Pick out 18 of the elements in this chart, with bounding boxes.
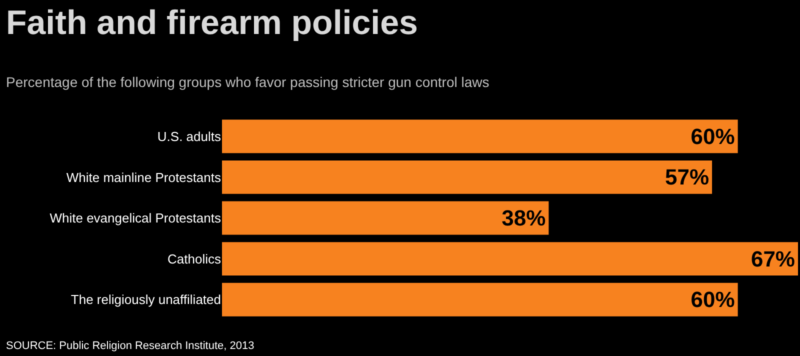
bar <box>222 160 712 194</box>
chart-subtitle: Percentage of the following groups who favor passing stricter gun control laws <box>6 74 490 90</box>
chart-title: Faith and firearm policies <box>6 4 418 42</box>
y-tick-label: U.S. adults <box>157 128 222 144</box>
data-label: 60% <box>690 287 735 312</box>
y-tick-label: The religiously unaffiliated <box>70 292 221 308</box>
data-label: 57% <box>664 164 710 190</box>
bar <box>222 201 549 235</box>
bar <box>222 282 738 316</box>
bar <box>222 120 738 154</box>
y-tick-label: Catholics <box>168 251 222 266</box>
y-tick-label: White evangelical Protestants <box>50 210 222 226</box>
data-label: 67% <box>750 246 795 272</box>
data-label: 60% <box>690 124 735 149</box>
source-note: SOURCE: Public Religion Research Institute, 2013 <box>6 340 254 352</box>
data-label: 38% <box>502 206 546 230</box>
bar <box>222 242 798 276</box>
y-tick-label: White mainline Protestants <box>66 170 222 185</box>
